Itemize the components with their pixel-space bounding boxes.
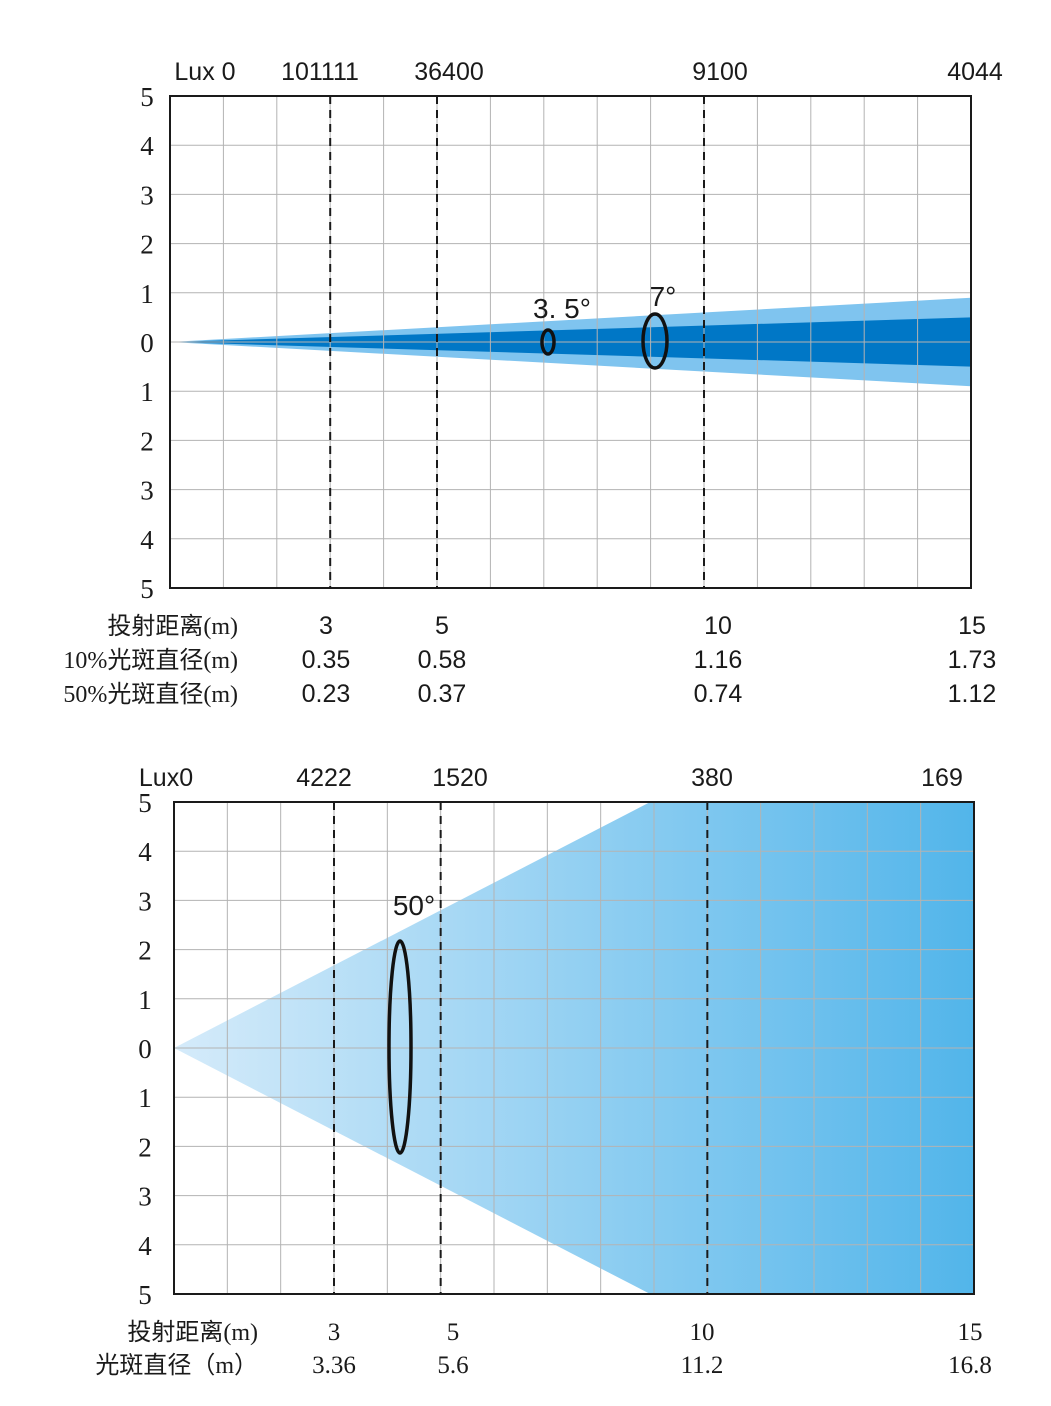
row-value: 3 [328, 1319, 341, 1346]
row-label: 投射距离(m) [127, 1319, 258, 1346]
row-value: 15 [958, 1319, 983, 1346]
row-value: 0.37 [418, 680, 467, 708]
beam-angle-label: 50° [393, 890, 435, 921]
lux-value: 9100 [692, 58, 748, 86]
y-tick-label: 4 [140, 131, 154, 161]
row-value: 10 [704, 612, 732, 640]
y-tick-label: 3 [138, 886, 152, 916]
y-tick-label: 3 [138, 1182, 152, 1212]
row-label: 10%光斑直径(m) [63, 647, 238, 674]
row-value: 0.58 [418, 646, 467, 674]
row-value: 3.36 [312, 1352, 356, 1379]
y-tick-label: 2 [140, 426, 154, 456]
plot-frame [169, 95, 972, 589]
y-tick-label: 5 [140, 574, 154, 604]
row-value: 11.2 [681, 1352, 724, 1379]
y-tick-label: 4 [140, 525, 154, 555]
beam-angle-ellipse [641, 312, 669, 370]
row-value: 0.74 [694, 680, 743, 708]
y-tick-label: 3 [140, 180, 154, 210]
lux-value: 169 [921, 764, 963, 792]
y-tick-label: 1 [138, 1083, 152, 1113]
lux-value: 4222 [296, 764, 352, 792]
row-label: 投射距离(m) [107, 613, 238, 640]
lux-label: Lux 0 [174, 58, 235, 86]
lux-value: 4044 [947, 58, 1003, 86]
y-tick-label: 2 [140, 230, 154, 260]
y-tick-label: 1 [138, 985, 152, 1015]
plot-frame [173, 801, 975, 1295]
beam-angle-ellipse [387, 939, 413, 1155]
y-tick-label: 2 [138, 1132, 152, 1162]
y-tick-label: 5 [138, 788, 152, 818]
row-value: 5 [435, 612, 449, 640]
row-value: 15 [958, 612, 986, 640]
lux-value: 380 [691, 764, 733, 792]
row-value: 1.16 [694, 646, 743, 674]
y-tick-label: 5 [140, 82, 154, 112]
row-value: 5.6 [437, 1352, 468, 1379]
row-value: 0.35 [302, 646, 351, 674]
row-value: 1.12 [948, 680, 997, 708]
y-tick-label: 4 [138, 837, 152, 867]
y-tick-label: 0 [138, 1034, 152, 1064]
row-value: 10 [690, 1319, 715, 1346]
row-label: 光斑直径（m） [95, 1352, 258, 1379]
y-tick-label: 2 [138, 936, 152, 966]
y-tick-label: 5 [138, 1280, 152, 1310]
beam-angle-label: 7° [650, 281, 677, 312]
lux-value: 101111 [281, 58, 359, 86]
row-label: 50%光斑直径(m) [63, 681, 238, 708]
lux-value: 36400 [414, 58, 484, 86]
y-tick-label: 1 [140, 279, 154, 309]
y-tick-label: 1 [140, 377, 154, 407]
beam-angle-ellipse [540, 328, 556, 356]
row-value: 3 [319, 612, 333, 640]
lux-value: 1520 [432, 764, 488, 792]
row-value: 0.23 [302, 680, 351, 708]
beam-angle-label: 3. 5° [533, 293, 591, 324]
y-tick-label: 3 [140, 476, 154, 506]
lux-label: Lux0 [139, 764, 193, 792]
row-value: 5 [447, 1319, 460, 1346]
grid [170, 96, 971, 588]
row-value: 1.73 [948, 646, 997, 674]
y-tick-label: 0 [140, 328, 154, 358]
beam-1 [174, 802, 974, 1294]
beam-group [174, 802, 974, 1294]
y-tick-label: 4 [138, 1231, 152, 1261]
row-value: 16.8 [948, 1352, 992, 1379]
